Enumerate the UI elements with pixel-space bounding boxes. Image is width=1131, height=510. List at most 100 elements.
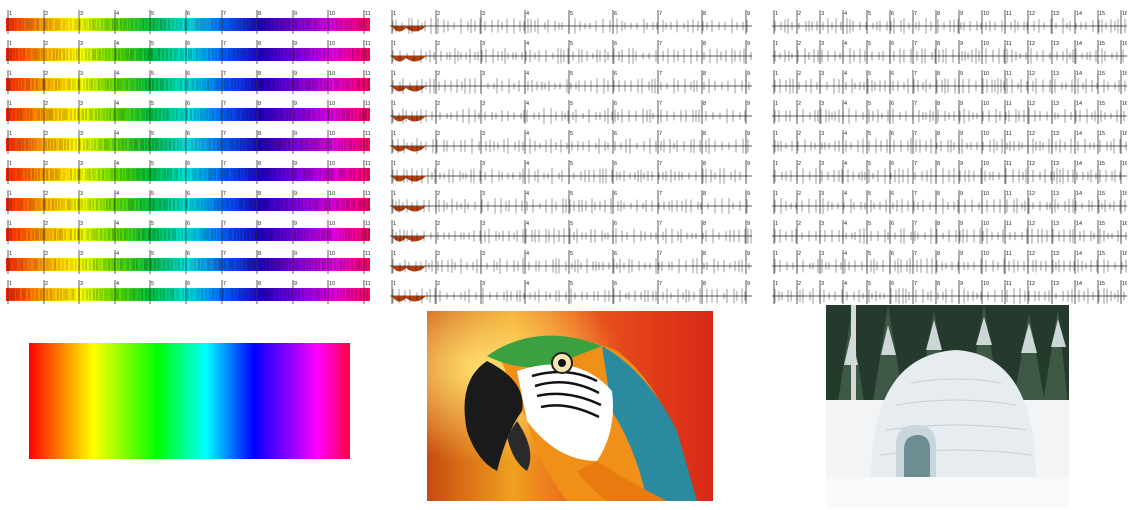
strip-tick-label: 9: [960, 11, 963, 17]
strip-tick-label: 3: [821, 221, 824, 227]
strip-tick-label: 9: [960, 221, 963, 227]
strip-tick-label: 6: [614, 71, 617, 77]
strip-tick-label: 16: [1122, 281, 1127, 287]
strip-tick-label: 12: [1029, 161, 1035, 167]
strip-tick-label: 8: [703, 221, 706, 227]
strip-tick-label: 14: [1076, 191, 1082, 197]
strip-tick-label: 3: [482, 101, 485, 107]
strip-tick-label: 11: [1006, 101, 1012, 107]
strip-tick-label: 7: [914, 41, 917, 47]
strip-tick-label: 11: [365, 71, 370, 77]
strip-tick-label: 9: [747, 41, 750, 47]
strip-tick-label: 2: [45, 71, 48, 77]
strip-tick-label: 3: [482, 251, 485, 257]
color-strip-row: 1 2 3 4 5 6 7 8 9 10 11: [6, 96, 370, 126]
strip-tick-label: 10: [983, 131, 989, 137]
strip-tick-label: 15: [1099, 191, 1105, 197]
strip-tick-label: 7: [914, 191, 917, 197]
strip-tick-label: 7: [659, 41, 662, 47]
strip-tick-label: 11: [365, 101, 370, 107]
color-strip-row: 1 2 3 4 5 6 7 8 9 10 11 12 13 14 15 16: [772, 156, 1127, 186]
strip-tick-label: 16: [1122, 251, 1127, 257]
strip-tick-label: 8: [937, 251, 940, 257]
strip-tick-label: 10: [329, 131, 335, 137]
strip-tick-label: 6: [891, 221, 894, 227]
strip-tick-label: 9: [960, 101, 963, 107]
strip-tick-label: 1: [9, 191, 12, 197]
strip-tick-label: 16: [1122, 191, 1127, 197]
strip-tick-label: 3: [482, 221, 485, 227]
strip-tick-label: 2: [45, 11, 48, 17]
strip-tick-label: 1: [393, 281, 396, 287]
strip-tick-label: 9: [747, 11, 750, 17]
strip-tick-label: 9: [960, 71, 963, 77]
strip-tick-label: 2: [798, 191, 801, 197]
igloo-photo: [826, 305, 1069, 508]
strip-tick-label: 15: [1099, 101, 1105, 107]
strip-tick-label: 10: [983, 251, 989, 257]
strip-tick-label: 1: [775, 191, 778, 197]
strip-tick-label: 9: [747, 221, 750, 227]
strip-tick-label: 8: [937, 41, 940, 47]
strip-tick-label: 15: [1099, 221, 1105, 227]
strip-tick-label: 1: [393, 191, 396, 197]
strip-tick-label: 7: [223, 41, 226, 47]
strip-tick-label: 9: [747, 71, 750, 77]
color-strip-row: 1 2 3 4 5 6 7 8 9 10 11 12 13 14 15 16: [772, 216, 1127, 246]
strip-tick-label: 13: [1053, 221, 1059, 227]
strip-tick-label: 8: [703, 281, 706, 287]
strip-tick-label: 13: [1053, 281, 1059, 287]
strip-tick-label: 3: [821, 251, 824, 257]
strip-tick-label: 1: [9, 101, 12, 107]
strip-tick-label: 5: [570, 251, 573, 257]
strip-tick-label: 1: [775, 161, 778, 167]
strip-tick-label: 1: [775, 281, 778, 287]
strip-tick-label: 1: [775, 221, 778, 227]
strip-tick-label: 1: [9, 161, 12, 167]
parrot-photo: [427, 311, 713, 501]
strip-tick-label: 4: [844, 251, 847, 257]
strip-tick-label: 7: [659, 191, 662, 197]
strip-tick-label: 14: [1076, 101, 1082, 107]
strip-tick-label: 14: [1076, 281, 1082, 287]
strip-tick-label: 3: [821, 41, 824, 47]
strip-tick-label: 14: [1076, 41, 1082, 47]
strip-tick-label: 15: [1099, 71, 1105, 77]
strip-tick-label: 7: [914, 281, 917, 287]
strip-tick-label: 8: [258, 71, 261, 77]
strip-tick-label: 6: [891, 161, 894, 167]
strip-tick-label: 11: [1006, 221, 1012, 227]
strip-tick-label: 1: [9, 131, 12, 137]
strip-tick-label: 2: [45, 161, 48, 167]
color-strip-panel-igloo: 1 2 3 4 5 6 7 8 9 10 11 12 13 14 15 16 1 2 3 4 5 6 7 8 9 10 11 12 13…: [772, 6, 1127, 304]
strip-tick-label: 4: [116, 281, 119, 287]
strip-tick-label: 4: [526, 161, 529, 167]
strip-tick-label: 5: [868, 101, 871, 107]
strip-tick-label: 3: [821, 131, 824, 137]
strip-tick-label: 11: [365, 161, 370, 167]
strip-tick-label: 1: [775, 71, 778, 77]
strip-tick-label: 7: [659, 71, 662, 77]
strip-tick-label: 13: [1053, 251, 1059, 257]
color-strip-panel-full: 1 2 3 4 5 6 7 8 9 10 11 1 2 3 4 5 6 7 8 9 10 11 1 2 3 4 5 6 7 8 9 10 11 1…: [6, 6, 370, 304]
strip-tick-label: 15: [1099, 11, 1105, 17]
strip-tick-label: 11: [365, 251, 370, 257]
strip-tick-label: 8: [258, 11, 261, 17]
strip-tick-label: 8: [703, 101, 706, 107]
strip-tick-label: 11: [1006, 131, 1012, 137]
strip-tick-label: 1: [393, 71, 396, 77]
strip-tick-label: 5: [570, 71, 573, 77]
strip-tick-label: 7: [223, 251, 226, 257]
strip-tick-label: 2: [798, 41, 801, 47]
strip-tick-label: 2: [45, 191, 48, 197]
strip-tick-label: 3: [821, 191, 824, 197]
strip-tick-label: 15: [1099, 251, 1105, 257]
color-strip-row: 1 2 3 4 5 6 7 8 9 10 11: [6, 276, 370, 306]
strip-tick-label: 1: [393, 161, 396, 167]
hue-gradient-swatch: [29, 343, 350, 459]
strip-tick-label: 4: [844, 41, 847, 47]
strip-tick-label: 1: [9, 281, 12, 287]
strip-tick-label: 9: [747, 191, 750, 197]
strip-tick-label: 8: [258, 251, 261, 257]
strip-tick-label: 5: [151, 131, 154, 137]
